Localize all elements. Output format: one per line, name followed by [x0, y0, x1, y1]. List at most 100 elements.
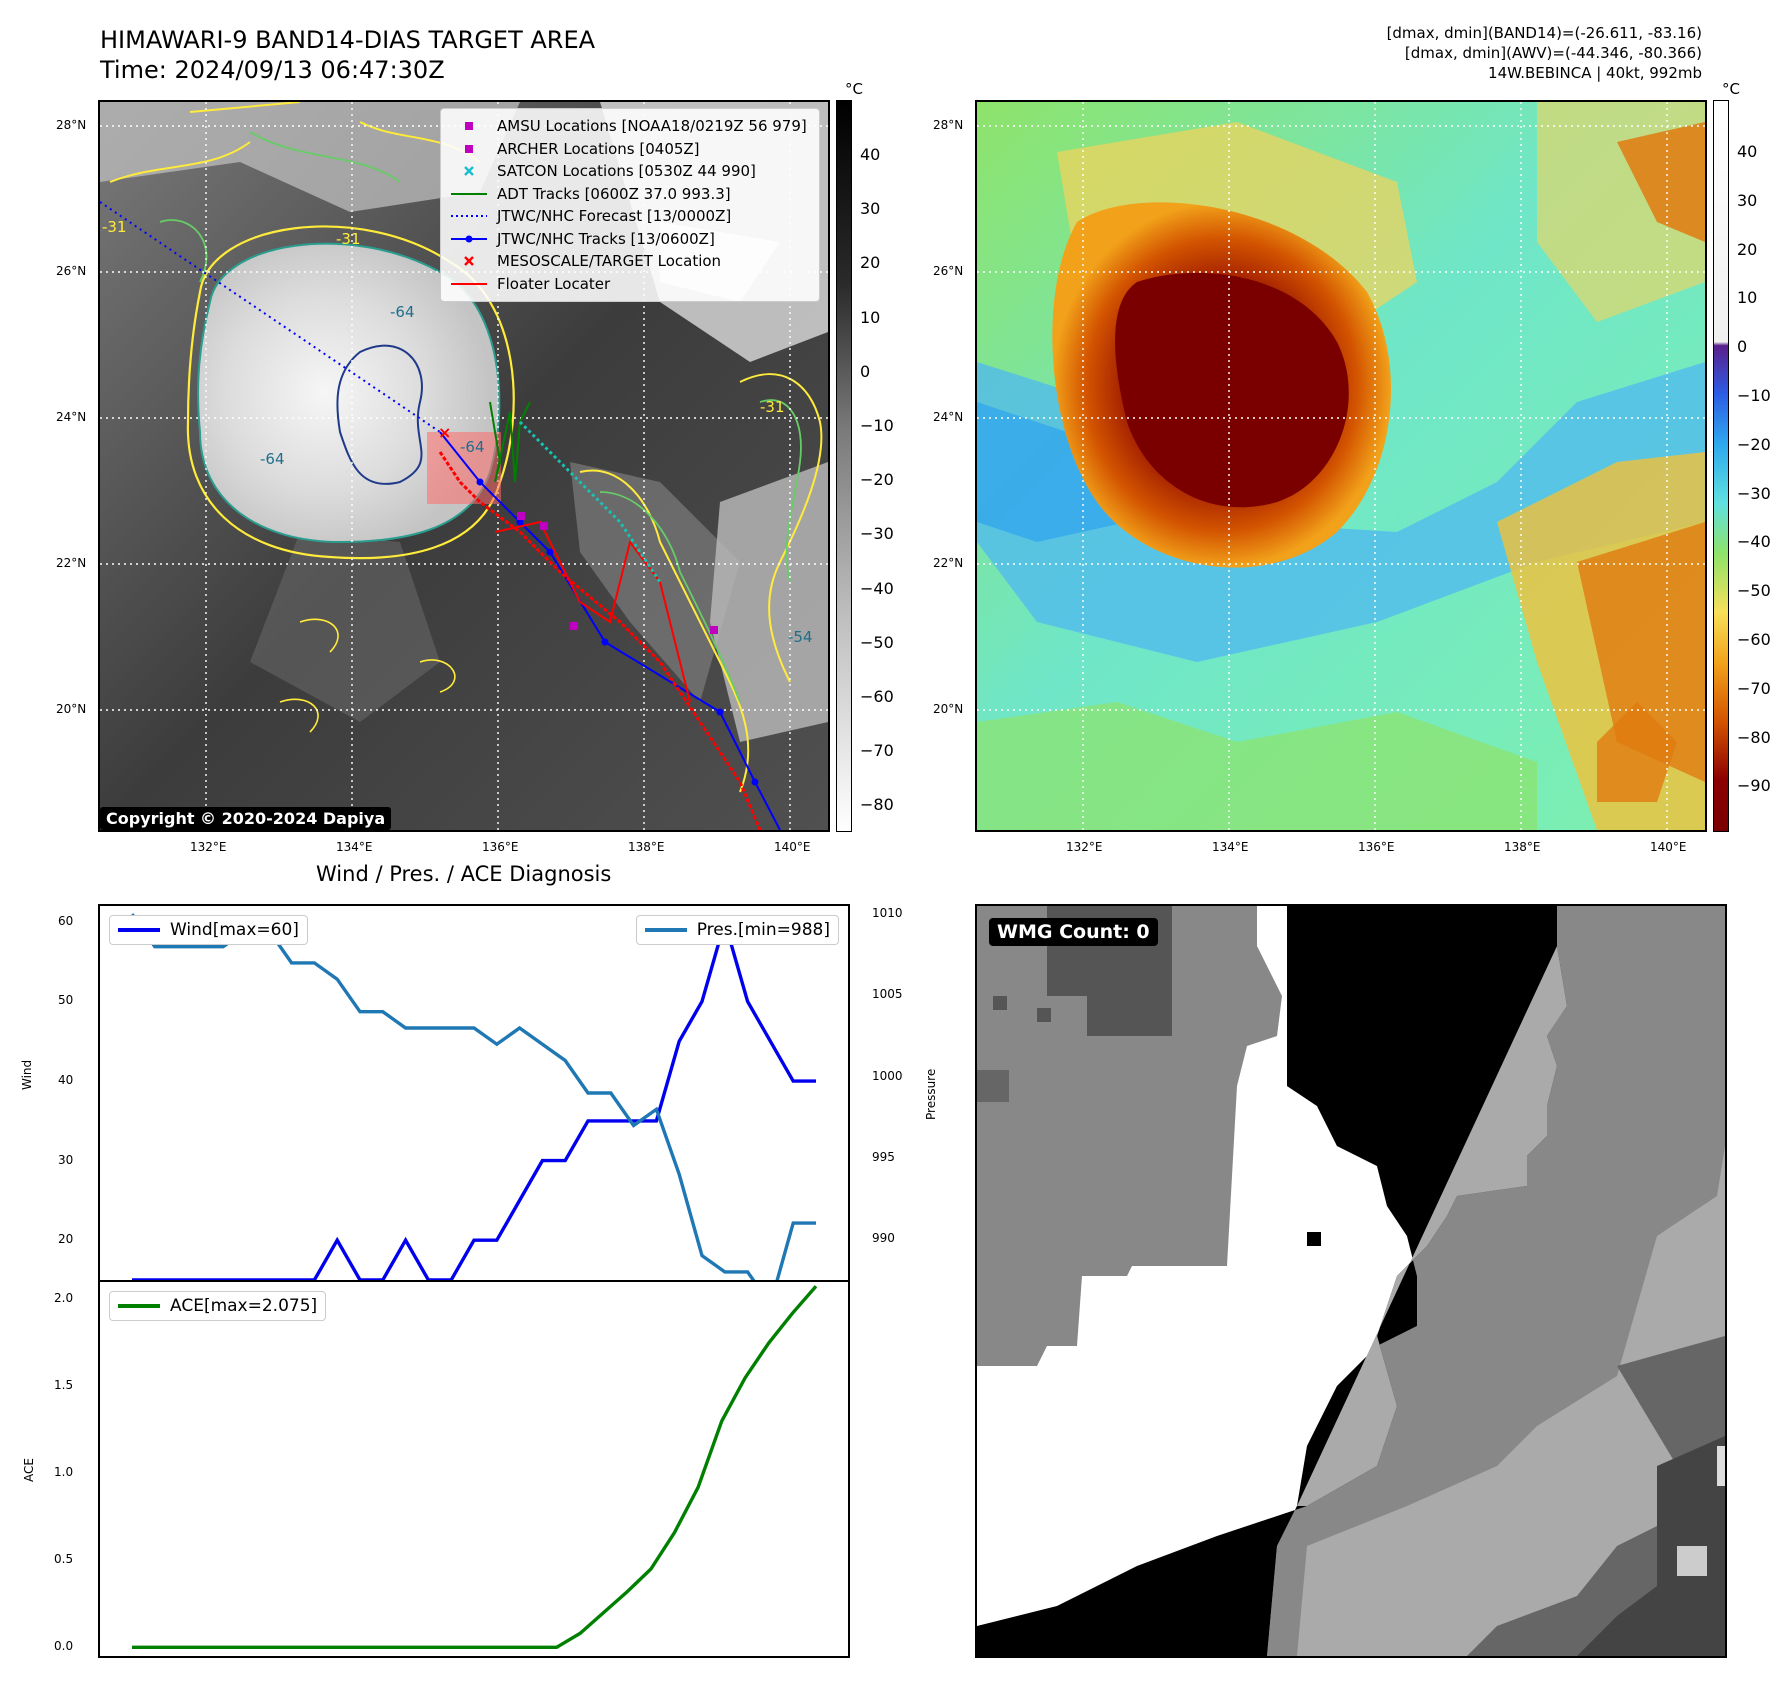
legend-symbol [449, 229, 489, 249]
wmg-panel: WMG Count: 0 [975, 904, 1727, 1658]
colorbar-ir-tick: 30 [860, 199, 881, 219]
pressure-tick: 1005 [872, 987, 903, 1002]
figure-title: HIMAWARI-9 BAND14-DIAS TARGET AREA [100, 26, 596, 54]
colorbar-awv-tick: −80 [1737, 727, 1771, 747]
ace-tick: 1.5 [54, 1378, 74, 1393]
colorbar-awv-tick: −90 [1737, 776, 1771, 796]
lon-label: 132°E [190, 840, 227, 854]
archer-location-2 [570, 622, 578, 630]
ace-legend: ACE[max=2.075] [109, 1291, 327, 1321]
archer-location-3 [710, 626, 718, 634]
legend-label: JTWC/NHC Forecast [13/0000Z] [497, 207, 732, 226]
lon-label: 134°E [1212, 840, 1249, 854]
wind-tick: 20 [58, 1232, 74, 1247]
legend-item: JTWC/NHC Forecast [13/0000Z] [449, 205, 811, 228]
ace-tick: 0.5 [54, 1552, 74, 1567]
pressure-tick: 995 [872, 1150, 895, 1165]
ace-tick: 1.0 [54, 1465, 74, 1480]
pressure-legend: Pres.[min=988] [635, 915, 839, 945]
lat-label: 28°N [933, 118, 964, 132]
colorbar-ir-tick: 40 [860, 145, 881, 164]
legend-label: ADT Tracks [0600Z 37.0 993.3] [497, 184, 731, 203]
contour-label: -31 [760, 398, 785, 416]
colorbar-ir-tick: −80 [860, 795, 894, 815]
lat-label: 24°N [933, 410, 964, 424]
wind-pressure-plot [130, 913, 816, 1280]
colorbar-ir-tick: −70 [860, 741, 894, 761]
colorbar-ir-tick: −60 [860, 687, 894, 706]
wind-tick: 50 [58, 993, 74, 1008]
lat-label: 28°N [56, 118, 87, 132]
awv-colorbar [1713, 100, 1729, 832]
colorbar-awv-tick: 10 [1737, 288, 1758, 308]
wmg-count-badge: WMG Count: 0 [989, 918, 1158, 946]
contour-label: -64 [460, 438, 485, 456]
lon-label: 140°E [1650, 840, 1687, 854]
legend-label: SATCON Locations [0530Z 44 990] [497, 162, 756, 181]
colorbar-awv-tick: −50 [1737, 581, 1771, 601]
colorbar-ir-tick: −20 [860, 470, 894, 490]
ace-legend-label: ACE[max=2.075] [170, 1296, 318, 1316]
legend-symbol [449, 274, 489, 294]
wind-pressure-chart: Wind[max=60] Pres.[min=988] [98, 904, 850, 1282]
lon-label: 140°E [774, 840, 811, 854]
colorbar-ir-tick: −40 [860, 578, 894, 598]
wind-legend-swatch [118, 928, 160, 932]
awv-map-gridlines [977, 102, 1705, 830]
ace-chart: ACE[max=2.075] [98, 1280, 850, 1658]
colorbar-awv-tick: 40 [1737, 142, 1758, 161]
colorbar-awv-tick: −70 [1737, 678, 1771, 698]
legend-symbol [449, 184, 489, 204]
legend-label: Floater Locater [497, 274, 611, 293]
pressure-axis-label: Pressure [924, 1068, 938, 1120]
pressure-legend-label: Pres.[min=988] [696, 920, 830, 940]
legend-symbol [449, 251, 489, 271]
legend-item: AMSU Locations [NOAA18/0219Z 56 979] [449, 115, 811, 138]
legend-item: ARCHER Locations [0405Z] [449, 138, 811, 161]
legend-label: MESOSCALE/TARGET Location [497, 252, 722, 271]
copyright-badge: Copyright © 2020-2024 Dapiya [100, 807, 392, 830]
lon-label: 136°E [482, 840, 519, 854]
legend-item: MESOSCALE/TARGET Location [449, 250, 811, 273]
lat-label: 24°N [56, 410, 87, 424]
mesoscale-target-marker: × [438, 423, 451, 442]
wind-legend: Wind[max=60] [109, 915, 308, 945]
colorbar-ir-tick: 20 [860, 253, 881, 273]
lon-label: 134°E [336, 840, 373, 854]
ace-axis-label: ACE [22, 1458, 36, 1482]
awv-colorbar-unit: °C [1722, 80, 1740, 98]
colorbar-ir-tick: 10 [860, 307, 881, 327]
pressure-legend-swatch [644, 928, 687, 932]
pressure-tick: 990 [872, 1231, 895, 1246]
colorbar-ir-tick: 0 [860, 361, 871, 381]
colorbar-ir-tick: −50 [860, 632, 894, 652]
ace-series-line [132, 1285, 818, 1649]
contour-label: -31 [336, 230, 361, 248]
legend-symbol [449, 139, 489, 159]
lat-label: 20°N [56, 702, 87, 716]
colorbar-awv-tick: 0 [1737, 337, 1748, 357]
colorbar-awv-tick: −60 [1737, 630, 1771, 649]
info-storm: 14W.BEBINCA | 40kt, 992mb [1488, 64, 1702, 82]
colorbar-ir-tick: −10 [860, 416, 894, 435]
contour-label: -64 [390, 303, 415, 321]
colorbar-awv-tick: −20 [1737, 434, 1771, 454]
archer-location [540, 522, 548, 530]
map-legend: AMSU Locations [NOAA18/0219Z 56 979] ARCH… [440, 108, 820, 302]
legend-symbol [449, 116, 489, 136]
colorbar-awv-tick: 30 [1737, 190, 1758, 210]
awv-map-image [977, 102, 1705, 830]
legend-symbol [449, 206, 489, 226]
lat-label: 26°N [933, 264, 964, 278]
legend-item: ADT Tracks [0600Z 37.0 993.3] [449, 183, 811, 206]
colorbar-awv-tick: −40 [1737, 532, 1771, 552]
legend-item: Floater Locater [449, 273, 811, 296]
figure-time: Time: 2024/09/13 06:47:30Z [100, 56, 445, 84]
colorbar-ir-tick: −30 [860, 524, 894, 544]
wind-tick: 30 [58, 1152, 74, 1167]
wind-tick: 40 [58, 1073, 74, 1088]
legend-item: SATCON Locations [0530Z 44 990] [449, 160, 811, 183]
ir-colorbar-unit: °C [845, 80, 863, 98]
lat-label: 22°N [56, 556, 87, 570]
pressure-tick: 1010 [872, 906, 903, 921]
